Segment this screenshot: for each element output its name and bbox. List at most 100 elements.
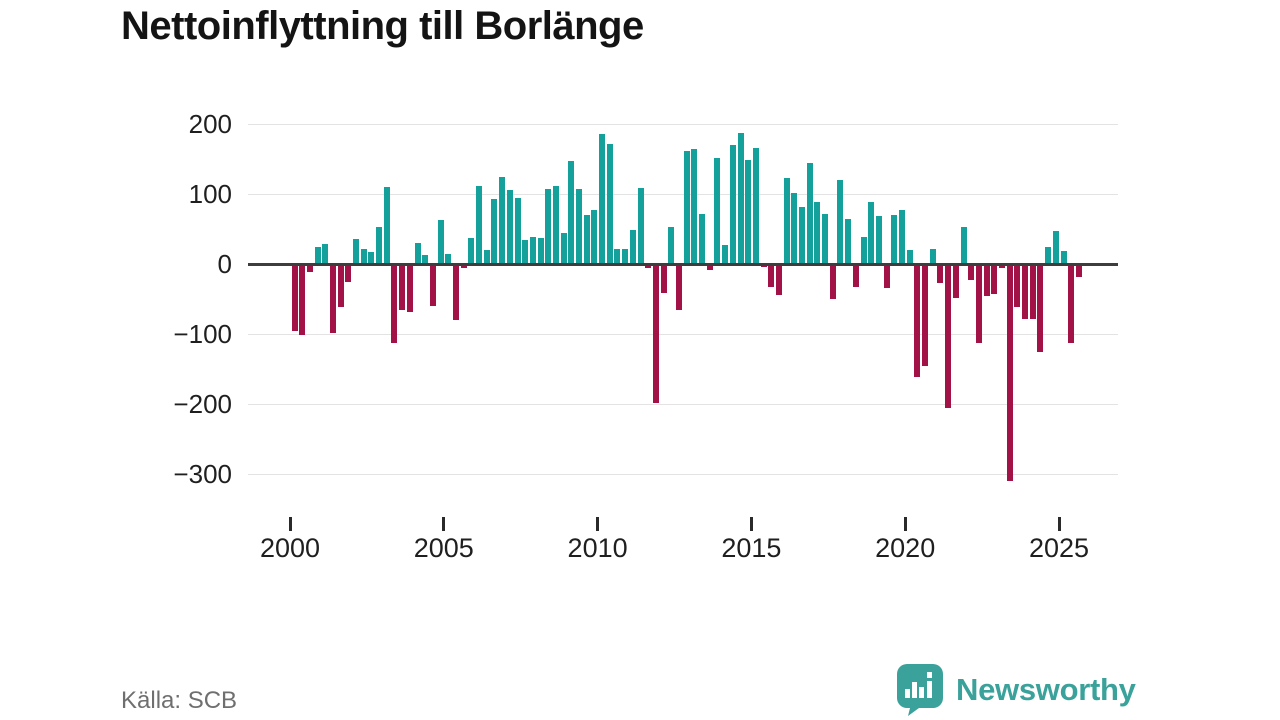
x-axis-tick [288, 517, 292, 531]
bar [629, 230, 636, 264]
bar [422, 254, 429, 264]
bar [652, 264, 659, 403]
gridline [248, 123, 1118, 125]
bar [406, 264, 413, 312]
bar [906, 250, 913, 264]
bar [1075, 264, 1082, 278]
x-axis-label: 2020 [875, 533, 936, 563]
bar [845, 219, 852, 264]
bar [1022, 264, 1029, 320]
bar [883, 264, 890, 288]
bar [576, 189, 583, 264]
y-axis-label: −100 [173, 319, 232, 349]
bar [752, 147, 759, 264]
x-axis-tick [903, 517, 907, 531]
bar [991, 264, 998, 295]
bar [914, 264, 921, 377]
bar [437, 219, 444, 264]
bar [791, 193, 798, 264]
y-axis-label: −200 [173, 389, 232, 419]
x-axis-label: 2000 [259, 533, 321, 563]
x-axis-tick [749, 517, 753, 531]
bar [806, 162, 813, 264]
bar [322, 244, 329, 264]
bar [837, 180, 844, 264]
y-axis-label: 200 [188, 109, 232, 139]
x-axis-tick [596, 517, 600, 531]
bar [291, 264, 298, 331]
bar [645, 264, 652, 269]
bar [929, 248, 936, 264]
bar [491, 198, 498, 264]
bar [391, 264, 398, 344]
x-axis-tick [442, 517, 446, 531]
bar [745, 160, 752, 264]
bar [622, 249, 629, 264]
bar [775, 264, 782, 295]
gridline [248, 333, 1118, 335]
bar [460, 264, 467, 269]
bar [614, 248, 621, 264]
bar [368, 252, 375, 264]
x-axis-label: 2005 [413, 533, 474, 563]
bar [1006, 264, 1013, 481]
y-axis-label: 0 [217, 249, 232, 279]
bar [799, 206, 806, 264]
bar [583, 215, 590, 264]
zero-line [248, 262, 1118, 266]
bar [1037, 264, 1044, 352]
bar [768, 264, 775, 288]
bar [552, 186, 559, 264]
bar [1029, 264, 1036, 320]
bar [983, 264, 990, 296]
bar [468, 238, 475, 264]
chart-title: Nettoinflyttning till Borlänge [121, 4, 644, 48]
bar [668, 226, 675, 264]
bar [960, 226, 967, 264]
bar [1014, 264, 1021, 308]
bar [306, 264, 313, 272]
bar [637, 188, 644, 264]
bar [783, 177, 790, 264]
bar [1045, 247, 1052, 264]
bar [683, 151, 690, 264]
y-axis-label: −300 [173, 459, 232, 489]
bar [891, 215, 898, 264]
bar [945, 264, 952, 408]
x-axis-label: 2015 [721, 533, 782, 563]
bar [729, 145, 736, 264]
bar [483, 250, 490, 264]
newsworthy-wordmark: Newsworthy [956, 672, 1136, 707]
bar [822, 213, 829, 264]
bar [829, 264, 836, 299]
bar [722, 245, 729, 264]
bar [937, 264, 944, 283]
bar [414, 243, 421, 264]
gridline [248, 403, 1118, 405]
bar [514, 197, 521, 264]
bar [537, 238, 544, 264]
bar [706, 264, 713, 270]
bar [606, 143, 613, 264]
bar [383, 187, 390, 264]
gridline [248, 193, 1118, 195]
bar [814, 202, 821, 264]
bar [952, 264, 959, 298]
bar [314, 246, 321, 264]
bar [329, 264, 336, 333]
bar [860, 237, 867, 264]
bar [922, 264, 929, 367]
bar [353, 238, 360, 264]
bar [591, 210, 598, 264]
gridline [248, 473, 1118, 475]
x-axis-label: 2010 [567, 533, 628, 563]
bar [660, 264, 667, 294]
bar [345, 264, 352, 283]
bar [376, 226, 383, 264]
bar [691, 149, 698, 264]
x-axis-tick [1057, 517, 1061, 531]
bar [699, 214, 706, 264]
bar [522, 239, 529, 264]
